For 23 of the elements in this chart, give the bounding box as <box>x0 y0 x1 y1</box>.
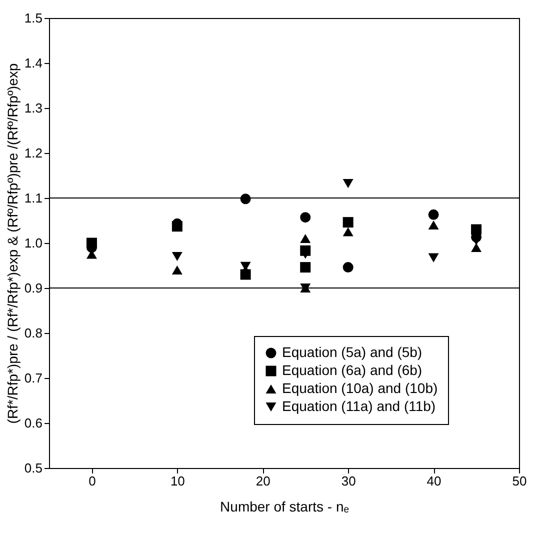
x-axis-title: Number of starts - nₑ <box>220 498 349 514</box>
y-tick-label: 1.0 <box>24 236 42 250</box>
y-tick-label: 0.9 <box>24 280 42 296</box>
legend-label: Equation (5a) and (5b) <box>282 344 422 360</box>
y-tick-label: 0.5 <box>24 460 42 476</box>
y-tick-label: 0.6 <box>24 416 42 430</box>
y-tick-label: 1.5 <box>24 10 42 26</box>
y-tick-label: 1.4 <box>24 56 42 70</box>
x-tick-label: 50 <box>512 474 527 488</box>
y-tick-label: 0.8 <box>24 326 42 340</box>
y-tick-label: 1.2 <box>24 146 42 160</box>
x-tick-label: 20 <box>256 474 270 488</box>
x-tick-label: 30 <box>341 474 356 488</box>
y-tick-label: 0.7 <box>24 370 42 386</box>
legend-label: Equation (6a) and (6b) <box>282 362 422 378</box>
y-axis-title: (Rf*/Rfp*)pre / (Rf*/Rfp*)exp & (Rfº/Rfpº)pre /(Rfº/Rfpº)exp <box>4 63 20 424</box>
x-tick-label: 10 <box>170 474 185 488</box>
x-tick-label: 0 <box>88 474 96 488</box>
legend-label: Equation (10a) and (10b) <box>282 380 438 396</box>
y-tick-label: 1.1 <box>24 190 42 206</box>
y-tick-label: 1.3 <box>24 100 42 116</box>
x-tick-label: 40 <box>426 474 442 488</box>
legend-label: Equation (11a) and (11b) <box>282 398 436 414</box>
